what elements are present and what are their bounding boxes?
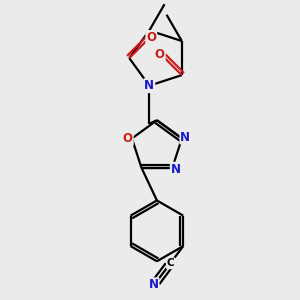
Text: O: O: [123, 132, 133, 145]
Text: O: O: [155, 48, 165, 61]
Text: N: N: [180, 130, 190, 143]
Text: C: C: [167, 258, 175, 268]
Text: O: O: [146, 31, 156, 44]
Text: N: N: [148, 278, 158, 291]
Text: N: N: [144, 79, 154, 92]
Text: N: N: [171, 163, 181, 176]
